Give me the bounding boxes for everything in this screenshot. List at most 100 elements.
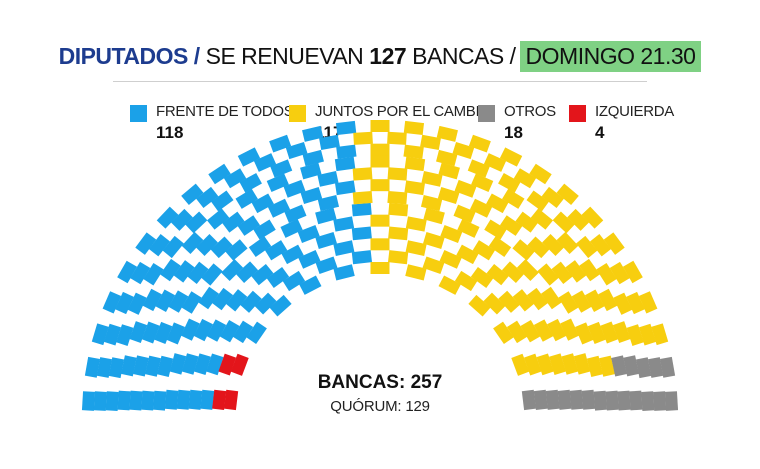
- seat-otros: [635, 357, 652, 379]
- seat-juntos: [483, 153, 507, 172]
- seat-juntos: [516, 259, 539, 282]
- legend-label-frente: FRENTE DE TODOS: [156, 103, 294, 120]
- seat-frente: [335, 120, 357, 136]
- seat-frente: [206, 208, 230, 230]
- seat-frente: [319, 134, 340, 151]
- seat-frente: [135, 232, 157, 255]
- legend-count-otros: 18: [504, 123, 523, 142]
- seat-otros: [617, 390, 631, 411]
- seat-frente: [206, 319, 227, 342]
- legend-label-izquierda: IZQUIERDA: [595, 103, 674, 120]
- seat-frente: [333, 264, 355, 281]
- seat-juntos: [420, 134, 441, 151]
- seat-juntos: [388, 226, 409, 241]
- seat-juntos: [486, 193, 509, 214]
- seat-otros: [611, 355, 627, 377]
- seat-juntos: [512, 289, 535, 312]
- seat-otros: [664, 391, 679, 411]
- seat-frente: [181, 291, 202, 314]
- seat-frente: [300, 186, 323, 205]
- seat-frente: [264, 240, 288, 261]
- seat-juntos: [457, 218, 480, 238]
- seat-frente: [185, 211, 208, 234]
- seat-juntos: [420, 195, 443, 212]
- seat-frente: [208, 163, 231, 185]
- seat-juntos: [498, 173, 521, 193]
- seat-juntos: [558, 291, 579, 314]
- seat-otros: [641, 391, 655, 412]
- seat-frente: [155, 289, 176, 312]
- title-part-renuevan: SE RENUEVAN: [205, 42, 364, 69]
- seat-frente: [297, 224, 320, 244]
- seat-frente: [188, 389, 203, 410]
- seat-frente: [145, 355, 161, 377]
- seat-juntos: [571, 290, 592, 313]
- seat-frente: [235, 188, 258, 209]
- seat-juntos: [513, 168, 537, 189]
- seat-frente: [237, 215, 261, 236]
- seat-juntos: [370, 262, 390, 274]
- seat-juntos: [529, 163, 552, 185]
- seat-juntos: [422, 256, 445, 275]
- seat-izquierda: [230, 353, 249, 376]
- seat-juntos: [540, 286, 562, 310]
- seat-juntos: [536, 353, 554, 376]
- seat-juntos: [520, 319, 541, 343]
- seat-juntos: [405, 264, 427, 281]
- seat-frente: [193, 353, 211, 375]
- seat-juntos: [370, 238, 390, 251]
- seat-juntos: [421, 171, 443, 187]
- seat-frente: [196, 186, 219, 209]
- seat-frente: [142, 288, 162, 312]
- seat-frente: [105, 391, 119, 412]
- seat-frente: [81, 391, 96, 411]
- seat-juntos: [387, 190, 408, 205]
- seat-juntos: [469, 198, 493, 218]
- seat-frente: [248, 236, 272, 258]
- seat-frente: [201, 263, 223, 286]
- seat-frente: [168, 290, 189, 313]
- seat-juntos: [488, 236, 512, 258]
- seat-juntos: [651, 323, 669, 346]
- seat-frente: [269, 134, 292, 153]
- seat-juntos: [452, 141, 475, 160]
- seat-juntos: [438, 162, 460, 180]
- seat-juntos: [526, 287, 548, 311]
- seat-juntos: [498, 290, 520, 313]
- seat-izquierda: [212, 389, 227, 410]
- seat-juntos: [453, 204, 476, 223]
- seat-frente: [315, 207, 337, 225]
- seat-frente: [235, 261, 259, 284]
- seat-frente: [351, 250, 372, 265]
- seat-juntos: [468, 134, 491, 153]
- legend-count-frente: 118: [156, 123, 184, 142]
- seat-juntos: [423, 207, 445, 225]
- title-part-count: 127: [369, 42, 407, 69]
- seat-juntos: [467, 159, 490, 178]
- seat-frente: [333, 240, 355, 256]
- seat-frente: [210, 236, 233, 259]
- seat-juntos: [436, 149, 458, 167]
- seat-frente: [141, 390, 155, 411]
- seat-juntos: [499, 215, 523, 236]
- seat-juntos: [501, 261, 525, 284]
- seat-juntos: [556, 183, 579, 206]
- seat-frente: [300, 162, 322, 180]
- seat-juntos: [609, 261, 630, 285]
- seat-frente: [333, 216, 355, 232]
- seat-frente: [176, 389, 191, 410]
- seat-frente: [169, 353, 187, 375]
- seat-juntos: [454, 179, 477, 198]
- seat-juntos: [576, 235, 598, 259]
- seat-otros: [623, 355, 639, 377]
- seat-otros: [605, 390, 619, 411]
- seat-frente: [181, 353, 199, 375]
- seat-frente: [164, 389, 179, 410]
- seat-frente: [93, 391, 107, 411]
- seat-juntos: [486, 263, 509, 286]
- seat-juntos: [440, 224, 463, 244]
- seat-frente: [133, 355, 149, 377]
- seat-frente: [299, 275, 322, 295]
- seat-frente: [266, 173, 289, 193]
